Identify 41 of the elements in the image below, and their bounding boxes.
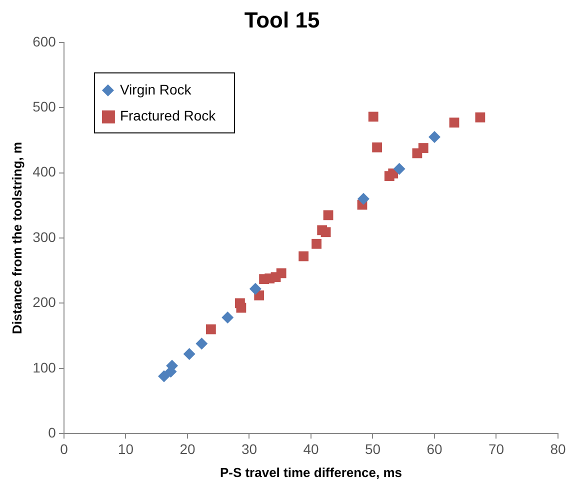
point — [368, 112, 378, 122]
point — [475, 112, 486, 122]
point — [222, 312, 234, 324]
point — [357, 192, 370, 205]
y-tick-label: 200 — [32, 294, 56, 310]
x-tick-label: 60 — [426, 440, 442, 457]
x-tick-label: 20 — [180, 440, 196, 457]
point — [196, 338, 208, 350]
y-tick-label: 500 — [32, 98, 56, 114]
y-tick-label: 300 — [32, 228, 56, 245]
point — [418, 143, 428, 153]
point — [393, 162, 406, 175]
point — [206, 324, 216, 334]
legend-label: Fractured Rock — [120, 107, 217, 124]
x-tick-label: 40 — [303, 440, 319, 457]
x-tick-label: 50 — [364, 440, 381, 457]
x-tick-label: 80 — [550, 440, 566, 457]
x-tick-label: 10 — [118, 440, 134, 457]
point — [320, 227, 331, 238]
point — [276, 268, 286, 278]
point — [449, 118, 460, 128]
point — [249, 282, 262, 295]
x-tick-label: 30 — [241, 440, 258, 457]
x-tick-label: 70 — [488, 440, 504, 457]
x-tick-label: 0 — [60, 440, 68, 457]
legend-label: Virgin Rock — [120, 81, 192, 98]
y-tick-label: 400 — [32, 164, 56, 180]
y-axis-title: Distance from the toolstring, m — [9, 142, 24, 334]
point — [312, 238, 322, 249]
point — [158, 370, 170, 382]
y-tick-label: 100 — [32, 359, 56, 376]
point — [428, 130, 440, 143]
point — [372, 142, 382, 152]
x-axis-title: P-S travel time difference, ms — [220, 464, 402, 480]
point — [236, 302, 246, 313]
point — [183, 348, 196, 360]
y-tick-label: 600 — [32, 33, 56, 50]
chart-title: Tool 15 — [244, 7, 320, 32]
point — [298, 251, 309, 262]
point — [323, 210, 334, 220]
y-tick-label: 0 — [48, 424, 56, 440]
